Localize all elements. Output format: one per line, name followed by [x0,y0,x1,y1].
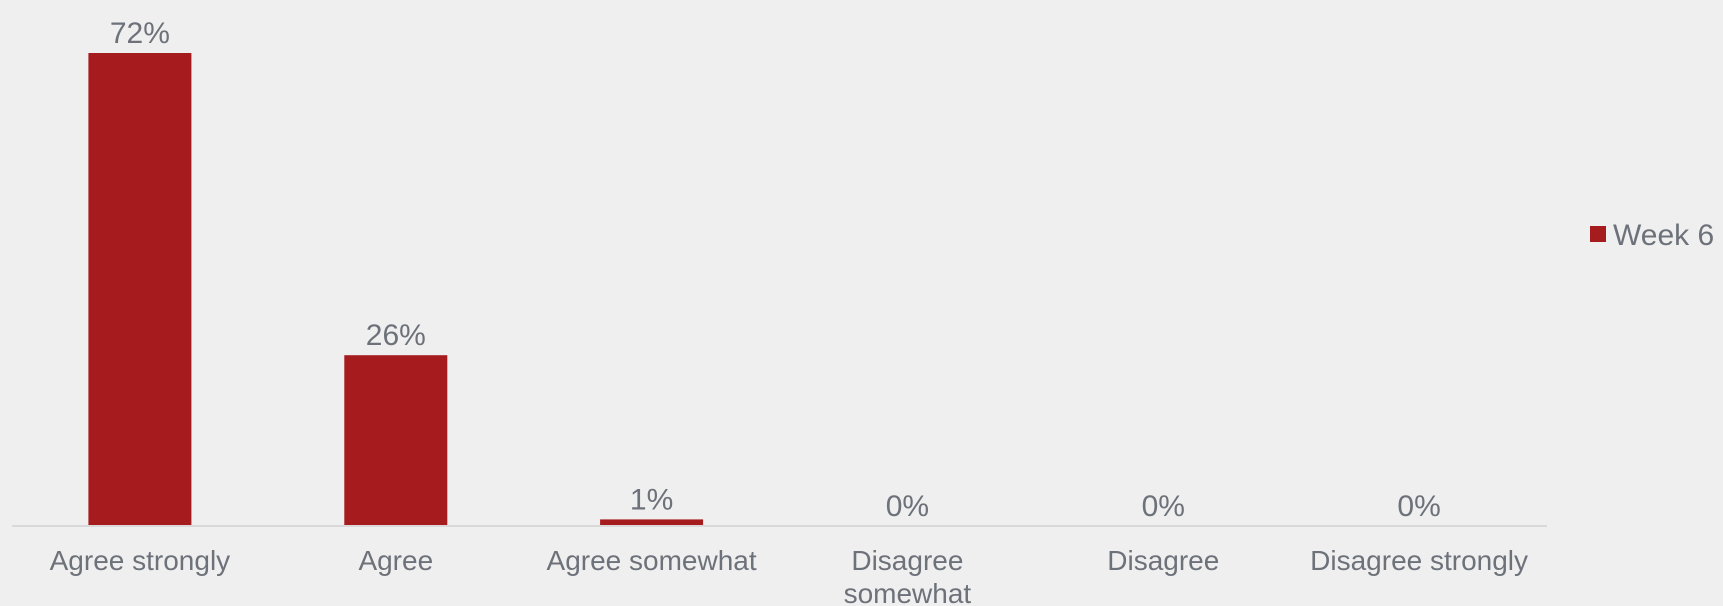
category-label-line: somewhat [844,578,972,606]
bar-agree [344,355,448,526]
data-label-agree-somewhat: 1% [630,483,673,516]
legend-swatch-week-6 [1590,226,1606,242]
category-label-line: Agree [358,545,433,576]
data-label-agree-strongly: 72% [110,17,170,50]
legend: Week 6 [1590,219,1714,252]
category-label-line: Agree somewhat [547,545,757,576]
data-label-disagree-strongly: 0% [1397,490,1440,523]
bar-agree-somewhat [600,519,704,526]
category-label-disagree-strongly: Disagree strongly [1310,545,1528,576]
data-labels-group: 72% 26% 1% 0% 0% 0% [110,17,1441,523]
category-label-agree: Agree [358,545,433,576]
category-label-line: Disagree strongly [1310,545,1528,576]
category-labels-group: Agree strongly Agree Agree somewhat Disagre… [50,545,1528,606]
category-label-agree-somewhat: Agree somewhat [547,545,757,576]
legend-label-week-6: Week 6 [1613,219,1714,252]
bar-agree-strongly [88,53,192,526]
category-label-line: Disagree [1107,545,1219,576]
category-label-agree-strongly: Agree strongly [50,545,231,576]
category-label-line: Agree strongly [50,545,231,576]
bars-group [88,53,704,526]
data-label-agree: 26% [366,319,426,352]
category-label-disagree-somewhat: Disagree somewhat [844,545,972,606]
data-label-disagree-somewhat: 0% [886,490,929,523]
data-label-disagree: 0% [1142,490,1185,523]
category-label-line: Disagree [851,545,963,576]
category-label-disagree: Disagree [1107,545,1219,576]
